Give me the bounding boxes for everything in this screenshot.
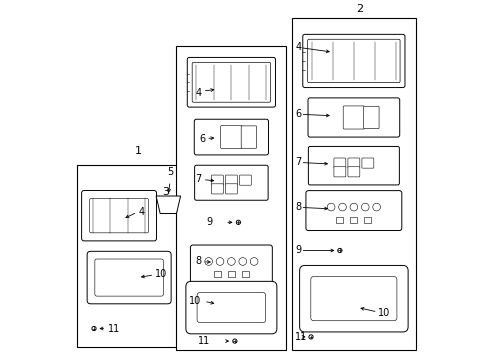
Circle shape	[250, 258, 258, 265]
FancyBboxPatch shape	[192, 62, 270, 102]
Bar	[176, 46, 286, 350]
FancyBboxPatch shape	[308, 147, 399, 185]
FancyBboxPatch shape	[343, 106, 364, 129]
FancyBboxPatch shape	[220, 126, 242, 149]
Circle shape	[236, 220, 240, 224]
Bar	[350, 216, 357, 223]
Bar	[227, 271, 234, 277]
Polygon shape	[156, 196, 180, 213]
Circle shape	[227, 258, 235, 265]
Circle shape	[338, 203, 346, 211]
Bar	[213, 271, 221, 277]
Circle shape	[232, 339, 237, 343]
Text: 8: 8	[295, 202, 301, 212]
FancyBboxPatch shape	[81, 190, 156, 241]
FancyBboxPatch shape	[347, 167, 359, 177]
FancyBboxPatch shape	[239, 175, 251, 185]
FancyBboxPatch shape	[87, 251, 171, 304]
FancyBboxPatch shape	[310, 276, 396, 321]
FancyBboxPatch shape	[197, 293, 265, 323]
Circle shape	[372, 203, 380, 211]
FancyBboxPatch shape	[299, 265, 407, 332]
FancyBboxPatch shape	[333, 158, 345, 168]
Text: 8: 8	[195, 256, 201, 266]
Text: 11: 11	[295, 332, 307, 342]
FancyBboxPatch shape	[363, 106, 378, 129]
FancyBboxPatch shape	[211, 175, 223, 185]
Circle shape	[326, 203, 334, 211]
Text: 11: 11	[198, 336, 210, 346]
Text: 4: 4	[295, 42, 301, 52]
Circle shape	[337, 248, 341, 253]
Bar	[364, 216, 370, 223]
Circle shape	[204, 258, 212, 265]
Text: 10: 10	[189, 296, 201, 306]
FancyBboxPatch shape	[190, 245, 272, 285]
FancyBboxPatch shape	[347, 158, 359, 168]
Text: 6: 6	[295, 109, 301, 119]
Circle shape	[349, 203, 357, 211]
FancyBboxPatch shape	[194, 119, 268, 155]
Text: 5: 5	[166, 167, 173, 177]
Circle shape	[239, 258, 246, 265]
Text: 10: 10	[378, 308, 390, 318]
FancyBboxPatch shape	[241, 126, 256, 148]
Text: 4: 4	[138, 207, 144, 217]
Bar	[76, 165, 188, 347]
FancyBboxPatch shape	[187, 58, 275, 107]
Text: 1: 1	[134, 146, 142, 156]
FancyBboxPatch shape	[89, 198, 148, 233]
Bar	[242, 271, 248, 277]
Circle shape	[361, 203, 368, 211]
Text: 2: 2	[356, 4, 363, 14]
FancyBboxPatch shape	[307, 98, 399, 137]
FancyBboxPatch shape	[307, 39, 399, 83]
Bar	[336, 216, 343, 223]
FancyBboxPatch shape	[185, 282, 276, 334]
FancyBboxPatch shape	[194, 165, 267, 200]
Circle shape	[308, 335, 312, 339]
FancyBboxPatch shape	[361, 158, 373, 168]
Text: 10: 10	[155, 269, 167, 279]
FancyBboxPatch shape	[95, 259, 163, 296]
FancyBboxPatch shape	[225, 184, 237, 194]
Circle shape	[92, 327, 96, 330]
Bar	[291, 18, 415, 350]
FancyBboxPatch shape	[302, 34, 404, 87]
Text: 11: 11	[108, 324, 120, 333]
Text: 4: 4	[195, 88, 201, 98]
Circle shape	[216, 258, 224, 265]
Text: 3: 3	[162, 187, 169, 197]
Text: 7: 7	[195, 174, 201, 184]
FancyBboxPatch shape	[225, 175, 237, 185]
Text: 9: 9	[295, 246, 301, 256]
FancyBboxPatch shape	[305, 191, 401, 230]
Text: 7: 7	[295, 157, 301, 167]
FancyBboxPatch shape	[333, 167, 345, 177]
FancyBboxPatch shape	[211, 184, 223, 194]
Text: 9: 9	[205, 217, 212, 227]
Text: 6: 6	[199, 134, 204, 144]
